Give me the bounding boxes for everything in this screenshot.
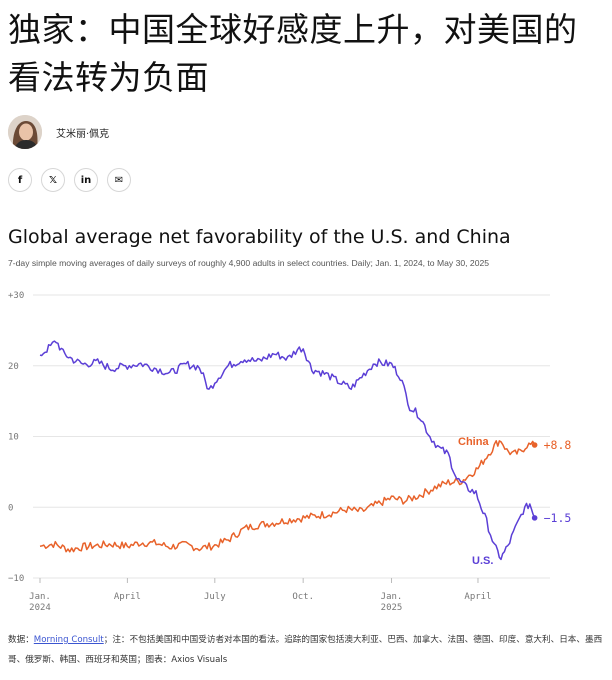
email-icon: ✉ bbox=[114, 174, 124, 186]
y-tick-label: +30 bbox=[8, 291, 24, 301]
x-tick-label: April bbox=[114, 592, 141, 602]
us-series-annotation: U.S. bbox=[472, 555, 493, 567]
linkedin-share-button[interactable]: in bbox=[74, 168, 98, 192]
chart-footnote: 数据：Morning Consult；注：不包括美国和中国受访者对本国的看法。追… bbox=[8, 630, 606, 670]
article-headline: 独家：中国全球好感度上升，对美国的看法转为负面 bbox=[8, 10, 578, 97]
share-bar: f 𝕏 in ✉ bbox=[8, 168, 131, 192]
facebook-icon: f bbox=[17, 174, 23, 186]
x-tick-label: Jan. bbox=[29, 592, 51, 602]
facebook-share-button[interactable]: f bbox=[8, 168, 32, 192]
author-name[interactable]: 艾米丽·佩克 bbox=[56, 128, 110, 140]
x-tick-label-year: 2024 bbox=[29, 603, 51, 613]
chart-subtitle: 7-day simple moving averages of daily su… bbox=[8, 258, 490, 268]
x-share-button[interactable]: 𝕏 bbox=[41, 168, 65, 192]
us-end-point bbox=[531, 515, 538, 521]
china-end-value-label: +8.8 bbox=[544, 438, 572, 452]
source-link[interactable]: Morning Consult bbox=[33, 635, 104, 645]
x-tick-label: Oct. bbox=[292, 592, 314, 602]
source-prefix: 数据： bbox=[8, 635, 34, 645]
us-end-value-label: −1.5 bbox=[544, 511, 572, 525]
x-tick-label: July bbox=[204, 592, 226, 602]
us-series-line bbox=[39, 340, 536, 561]
footnote-text: ；注：不包括美国和中国受访者对本国的看法。追踪的国家包括澳大利亚、巴西、加拿大、… bbox=[8, 635, 603, 665]
y-tick-label: −10 bbox=[8, 574, 24, 584]
x-tick-label: April bbox=[464, 592, 491, 602]
x-icon: 𝕏 bbox=[48, 174, 58, 186]
author-avatar[interactable] bbox=[8, 115, 42, 149]
chart-title: Global average net favorability of the U… bbox=[8, 226, 511, 248]
avatar-portrait-icon bbox=[8, 115, 42, 149]
y-tick-label: 10 bbox=[8, 433, 19, 443]
linkedin-icon: in bbox=[80, 174, 92, 186]
email-share-button[interactable]: ✉ bbox=[107, 168, 131, 192]
y-tick-label: 0 bbox=[8, 503, 13, 513]
x-tick-label: Jan. bbox=[381, 592, 403, 602]
china-series-line bbox=[39, 440, 536, 553]
author-byline: 艾米丽·佩克 bbox=[8, 115, 109, 149]
china-series-annotation: China bbox=[458, 436, 489, 448]
y-tick-label: 20 bbox=[8, 362, 19, 372]
china-end-point bbox=[531, 442, 538, 448]
x-tick-label-year: 2025 bbox=[381, 603, 403, 613]
